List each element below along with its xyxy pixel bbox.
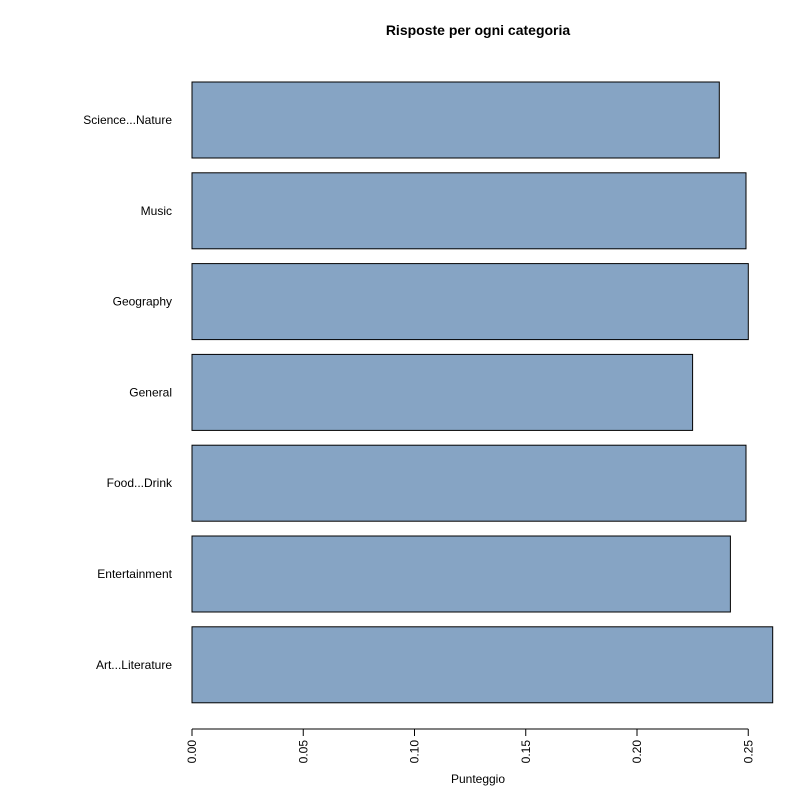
category-label-food-drink: Food...Drink	[107, 476, 173, 490]
x-tick-label: 0.10	[408, 740, 422, 764]
bar-music	[191, 172, 747, 250]
bar-science-nature	[191, 81, 720, 159]
bar-art-literature	[191, 626, 774, 704]
bar-general	[191, 353, 694, 431]
x-tick-label: 0.20	[630, 740, 644, 764]
bar-geography	[191, 263, 749, 341]
x-tick-label: 0.25	[741, 740, 755, 764]
chart-title: Risposte per ogni categoria	[386, 22, 571, 38]
x-axis-label: Punteggio	[451, 772, 505, 786]
x-tick-label: 0.05	[296, 740, 310, 764]
category-label-general: General	[129, 385, 172, 399]
category-label-geography: Geography	[113, 295, 172, 309]
bar-food-drink	[191, 444, 747, 522]
category-labels-group: Science...Nature Music Geography General Foo…	[83, 113, 173, 672]
category-label-art-literature: Art...Literature	[96, 658, 172, 672]
bars-group	[191, 81, 774, 704]
category-label-music: Music	[141, 204, 172, 218]
x-axis: 0.00 0.05 0.10 0.15 0.20 0.25	[185, 728, 755, 764]
category-label-entertainment: Entertainment	[97, 567, 172, 581]
bar-entertainment	[191, 535, 731, 613]
category-label-science-nature: Science...Nature	[83, 113, 172, 127]
x-tick-label: 0.15	[519, 740, 533, 764]
x-tick-label: 0.00	[185, 740, 199, 764]
